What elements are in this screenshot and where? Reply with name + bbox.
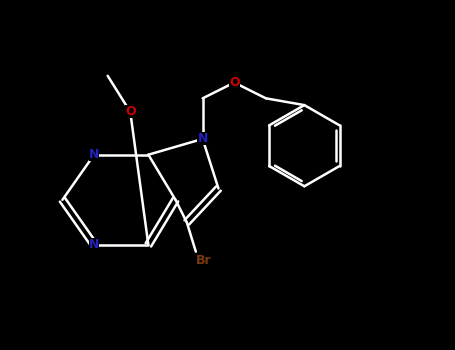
Text: O: O	[229, 76, 240, 89]
Text: N: N	[197, 132, 208, 145]
Text: N: N	[89, 148, 99, 161]
Text: Br: Br	[196, 254, 212, 267]
Text: N: N	[89, 238, 99, 251]
Text: O: O	[125, 105, 136, 118]
